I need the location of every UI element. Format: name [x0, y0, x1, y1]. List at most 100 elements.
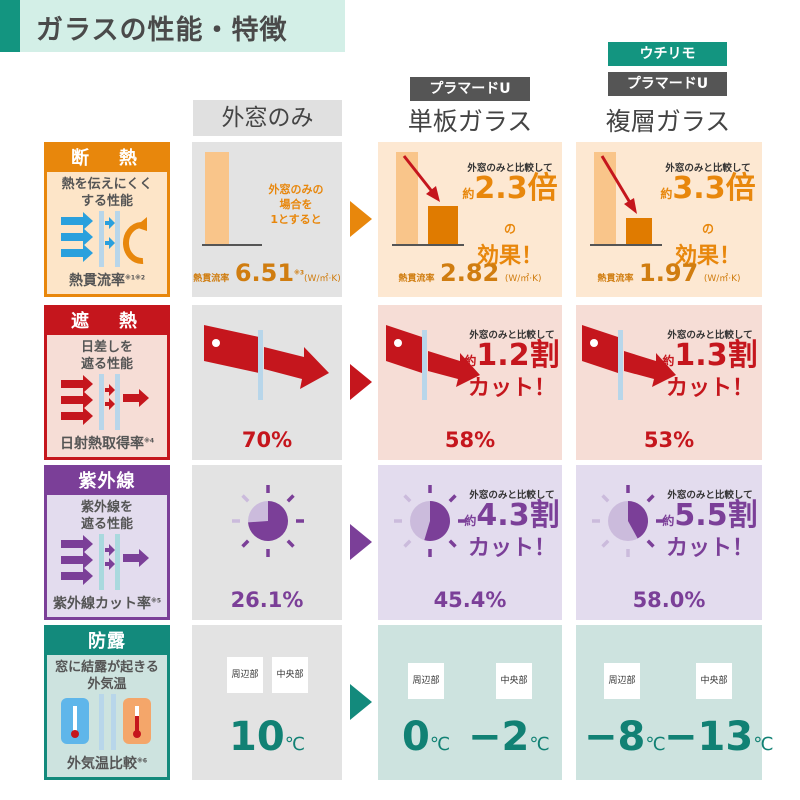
edge-tag: 周辺部	[408, 663, 444, 699]
unit: ℃	[529, 734, 550, 755]
edge-tag: 周辺部	[227, 657, 263, 693]
solar-gain-value: 53%	[643, 428, 695, 452]
dew-single-glass-cell: 周辺部 中央部 0℃ −2℃	[378, 625, 562, 780]
cut-value: 1.2割	[476, 338, 560, 373]
sun-ray	[241, 494, 250, 503]
approx-label: 約	[464, 354, 477, 368]
uv-cut-value: 26.1%	[230, 588, 304, 612]
compare-label: 外窓のみと比較して	[469, 330, 555, 341]
effect-suffix: の	[503, 222, 516, 236]
dew-double-glass-cell: 周辺部 中央部 −8℃ −13℃	[576, 625, 773, 780]
value-label: 熱貫流率	[597, 274, 634, 284]
row-metric: 紫外線カット率	[52, 596, 151, 612]
dew-temperature-edge: −8	[584, 714, 646, 760]
row-desc: 外気温	[87, 677, 127, 692]
baseline-note: 1とすると	[270, 213, 322, 226]
approx-label: 約	[662, 514, 675, 528]
cut-value: 5.5割	[674, 498, 758, 533]
unit: (W/㎡·K)	[504, 274, 542, 284]
cut-label: カット！	[467, 536, 556, 561]
u-value: 6.51	[234, 259, 295, 287]
sun-ray	[403, 494, 412, 503]
center-tag: 中央部	[496, 663, 532, 699]
row-metric: 外気温比較	[66, 756, 137, 772]
row-desc: 窓に結露が起きる	[55, 660, 159, 675]
product-badge: プラマードU	[410, 77, 530, 101]
approx-label: 約	[462, 187, 475, 201]
baseline-note: 場合を	[279, 198, 313, 211]
compare-label: 外窓のみと比較して	[667, 330, 753, 341]
row-desc: 遮る性能	[80, 517, 133, 532]
uv-arrows-icon	[61, 534, 149, 590]
sun-ray	[646, 539, 655, 548]
u-value: 2.82	[440, 259, 500, 287]
cut-label: カット！	[467, 376, 556, 401]
bar-outer-only	[205, 152, 229, 245]
uv-outer-only-cell: 26.1%	[192, 465, 342, 620]
row-desc: 紫外線を	[80, 500, 133, 515]
column-name-double-glass: 複層ガラス	[605, 107, 731, 136]
uv-pass-sector	[628, 501, 648, 539]
row-label-condensation: 防露 窓に結露が起きる 外気温 外気温比較※6	[44, 625, 170, 780]
approx-label: 約	[660, 187, 673, 201]
solar-ray-icon	[582, 325, 676, 400]
uv-double-glass-cell: 外窓のみと比較して 約5.5割 カット！ 58.0%	[576, 465, 762, 620]
u-value-bar-chart	[202, 152, 262, 246]
unit: ℃	[645, 734, 666, 755]
cut-value: 1.3割	[674, 338, 758, 373]
effect-label: 効果！	[476, 244, 543, 269]
insulation-single-glass-cell: 外窓のみと比較して 約2.3倍の 効果！ 熱貫流率 2.82 (W/㎡·K)	[378, 142, 562, 297]
dew-temperature-edge: 0	[402, 714, 430, 760]
compare-label: 外窓のみと比較して	[467, 163, 553, 174]
column-name-single-glass: 単板ガラス	[407, 107, 533, 136]
cut-label: カット！	[665, 376, 754, 401]
footnote-ref: ※5	[150, 597, 161, 605]
value-label: 熱貫流率	[398, 274, 435, 284]
row-metric: 日射熱取得率	[59, 436, 144, 452]
solar-arrows-icon	[61, 374, 149, 430]
sun-ray	[448, 539, 457, 548]
compare-label: 外窓のみと比較して	[667, 490, 753, 501]
u-value-bar-chart	[392, 152, 464, 246]
cut-label: カット！	[665, 536, 754, 561]
row-heading: 紫外線	[47, 468, 167, 495]
edge-tag: 周辺部	[604, 663, 640, 699]
center-tag: 中央部	[272, 657, 308, 693]
compare-label: 外窓のみと比較して	[665, 163, 751, 174]
row-desc: する性能	[80, 194, 133, 209]
solar-gain-value: 70%	[241, 428, 293, 452]
heat-flow-icon	[61, 211, 147, 267]
title-banner	[0, 0, 345, 52]
row-label-uv: 紫外線 紫外線を遮る性能 紫外線カット率※5	[44, 465, 170, 620]
compare-label: 外窓のみと比較して	[469, 490, 555, 501]
sun-ray	[601, 539, 610, 548]
unit: (W/㎡·K)	[304, 274, 341, 284]
approx-label: 約	[464, 514, 477, 528]
column-header-outer-only: 外窓のみ	[193, 100, 342, 136]
baseline-note: 外窓のみの	[268, 183, 324, 196]
footnote-ref: ※3	[294, 269, 305, 277]
solar-ray-icon	[204, 325, 329, 400]
uv-cut-value: 45.4%	[433, 588, 507, 612]
u-value-bar-chart	[590, 152, 662, 246]
dew-temperature: 10	[229, 714, 285, 760]
row-heading: 防露	[47, 628, 167, 655]
unit: ℃	[284, 734, 305, 755]
page-title: ガラスの性能・特徴	[36, 15, 288, 46]
row-heading: 遮 熱	[47, 308, 167, 335]
cut-value: 4.3割	[476, 498, 560, 533]
thermometer-icon	[61, 694, 151, 750]
row-desc: 日差しを	[80, 340, 133, 355]
footnote-ref: ※4	[143, 437, 154, 445]
unit: ℃	[429, 734, 451, 755]
heat-outer-only-cell: 70%	[192, 305, 342, 460]
unit: (W/㎡·K)	[703, 274, 741, 284]
footnote-ref: ※1※2	[124, 274, 145, 282]
row-desc: 遮る性能	[80, 357, 133, 372]
heat-single-glass-cell: 外窓のみと比較して 約1.2割 カット！ 58%	[378, 305, 562, 460]
uv-sun-icon	[232, 485, 304, 557]
arrow-right-icon	[350, 684, 372, 720]
effect-value: 3.3倍	[672, 171, 756, 206]
bar-single-glass	[428, 206, 458, 245]
solar-ray-icon	[386, 325, 480, 400]
